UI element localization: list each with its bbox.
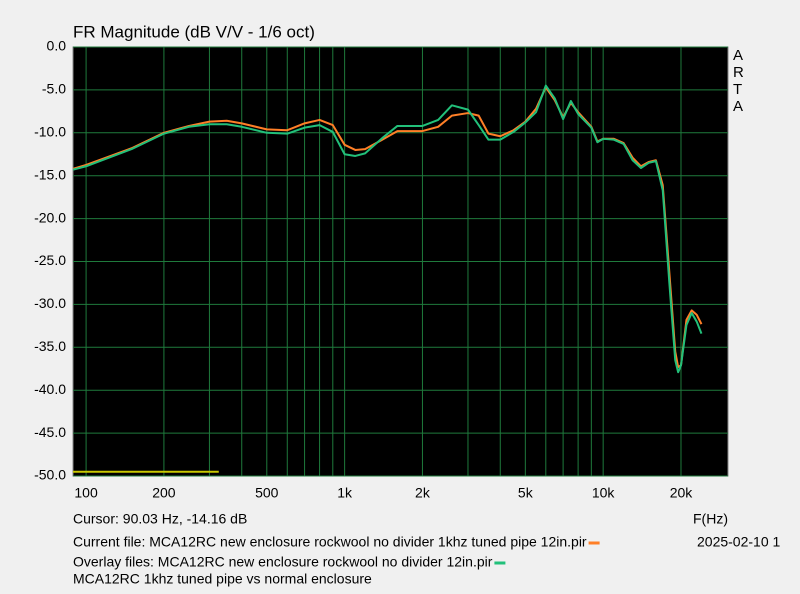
y-tick-label: -45.0 [34, 424, 66, 440]
y-tick-label: -15.0 [34, 166, 66, 182]
x-tick-label: 100 [74, 485, 98, 501]
legend-entry: Overlay files: MCA12RC new enclosure roc… [73, 554, 493, 570]
chart-title: FR Magnitude (dB V/V - 1/6 oct) [73, 22, 315, 41]
x-tick-label: 500 [255, 485, 279, 501]
x-tick-label: 5k [518, 485, 534, 501]
marks [72, 84, 703, 473]
comment: MCA12RC 1khz tuned pipe vs normal enclos… [73, 571, 372, 587]
cursor-readout: Cursor: 90.03 Hz, -14.16 dB [73, 511, 247, 527]
y-tick-label: -25.0 [34, 252, 66, 268]
y-tick-label: -50.0 [34, 467, 66, 483]
x-axis-label: F(Hz) [693, 511, 728, 527]
x-tick-label: 20k [670, 485, 694, 501]
y-tick-label: -10.0 [34, 124, 66, 140]
y-tick-label: -5.0 [42, 81, 66, 97]
x-tick-label: 2k [415, 485, 431, 501]
x-tick-label: 10k [592, 485, 616, 501]
legend-entry: Current file: MCA12RC new enclosure rock… [73, 534, 587, 550]
file-date: 2025-02-10 1 [697, 534, 781, 550]
y-tick-label: -30.0 [34, 295, 66, 311]
y-tick-label: 0.0 [47, 38, 67, 54]
y-tick-label: -20.0 [34, 209, 66, 225]
series-line [72, 84, 703, 374]
x-tick-label: 1k [337, 485, 353, 501]
y-tick-label: -35.0 [34, 338, 66, 354]
side-label: ARTA [733, 47, 744, 115]
grid [73, 46, 728, 477]
y-tick-label: -40.0 [34, 381, 66, 397]
x-tick-label: 200 [152, 485, 176, 501]
